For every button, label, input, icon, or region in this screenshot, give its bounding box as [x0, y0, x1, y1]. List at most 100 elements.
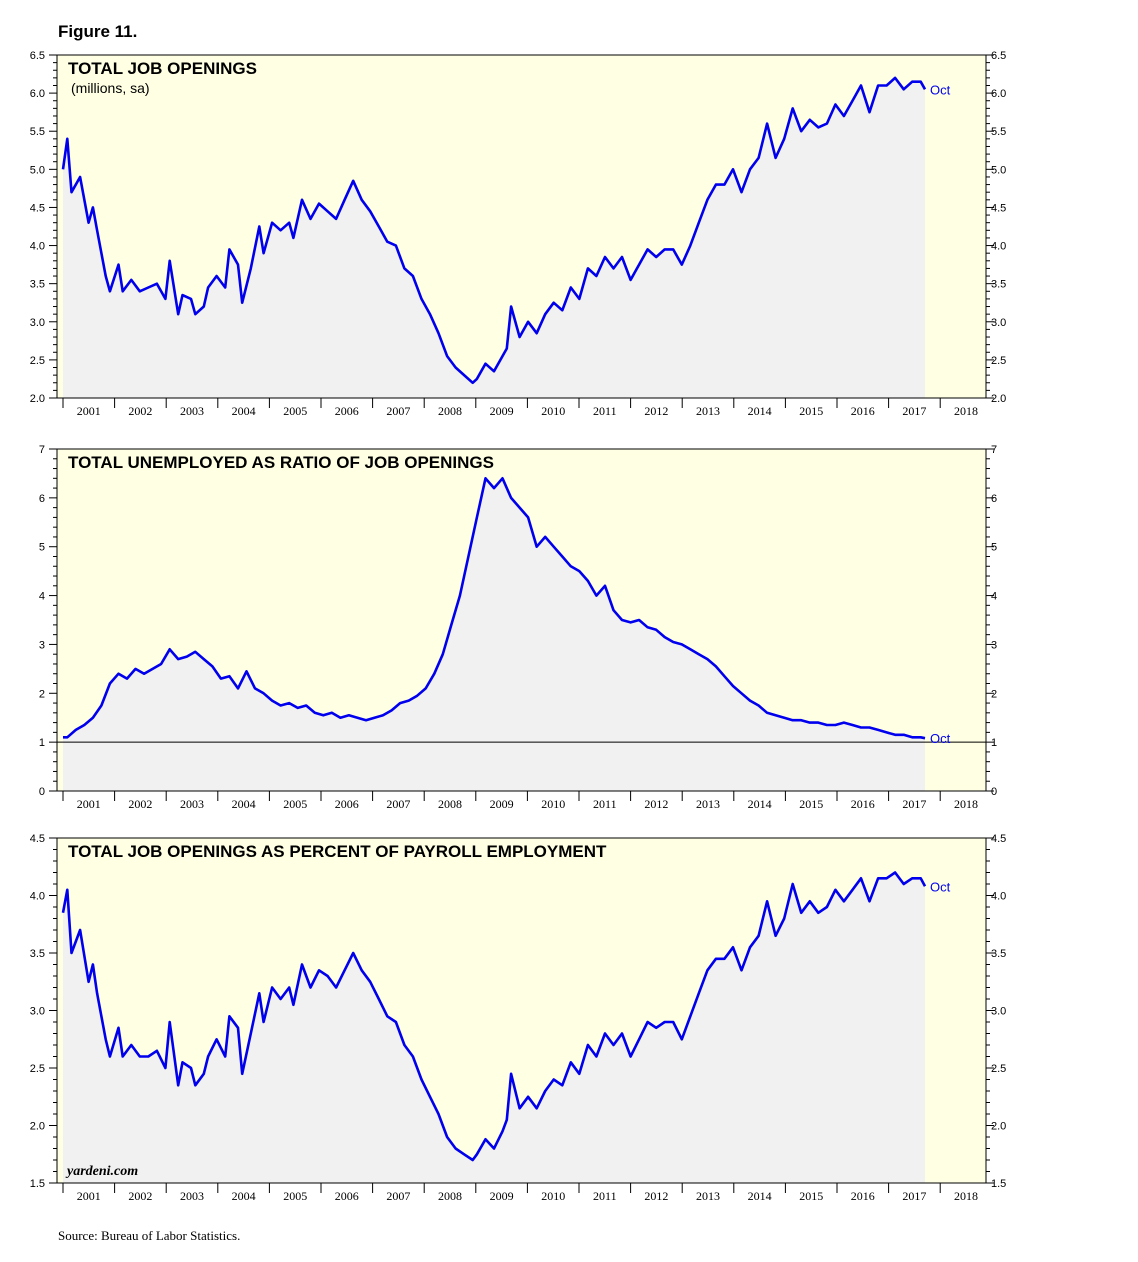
- x-tick-label: 2014: [748, 797, 772, 811]
- y-tick-label-right: 3.0: [991, 317, 1006, 329]
- x-tick-label: 2012: [644, 797, 668, 811]
- y-tick-label-left: 4.0: [30, 891, 45, 903]
- x-tick-label: 2008: [438, 404, 462, 418]
- x-tick-label: 2006: [335, 797, 359, 811]
- y-tick-label-right: 5.5: [991, 126, 1006, 138]
- x-tick-label: 2004: [232, 1189, 256, 1203]
- x-tick-label: 2010: [541, 1189, 565, 1203]
- x-tick-label: 2011: [593, 797, 617, 811]
- y-tick-label-left: 3.5: [30, 279, 45, 291]
- y-tick-label-left: 6: [39, 493, 45, 505]
- x-tick-label: 2017: [902, 404, 926, 418]
- x-tick-label: 2007: [386, 797, 410, 811]
- y-tick-label-left: 4: [39, 591, 45, 603]
- y-tick-label-left: 5.0: [30, 164, 45, 176]
- x-tick-label: 2004: [232, 797, 256, 811]
- x-tick-label: 2017: [902, 797, 926, 811]
- chart-subtitle: (millions, sa): [71, 80, 150, 96]
- y-tick-label-right: 2.5: [991, 1063, 1006, 1075]
- y-tick-label-left: 5: [39, 542, 45, 554]
- x-tick-label: 2010: [541, 797, 565, 811]
- x-tick-label: 2017: [902, 1189, 926, 1203]
- x-tick-label: 2001: [77, 797, 101, 811]
- end-label: Oct: [930, 82, 951, 97]
- x-tick-label: 2001: [77, 1189, 101, 1203]
- y-tick-label-left: 3.0: [30, 317, 45, 329]
- y-tick-label-left: 3.5: [30, 948, 45, 960]
- y-tick-label-right: 4.0: [991, 891, 1006, 903]
- y-tick-label-right: 5.0: [991, 164, 1006, 176]
- y-tick-label-left: 2.0: [30, 1121, 45, 1133]
- x-tick-label: 2005: [283, 1189, 307, 1203]
- chart-panel-2: 0 0 1 1 2 2 3 3 4 4 5 5 6 6 7 7 2001 2002 2003 2004 2005 2006…: [39, 444, 997, 811]
- y-tick-label-right: 4.0: [991, 241, 1006, 253]
- x-tick-label: 2007: [386, 404, 410, 418]
- y-tick-label-left: 2.0: [30, 393, 45, 405]
- y-tick-label-right: 5: [991, 542, 997, 554]
- y-tick-label-right: 4: [991, 591, 997, 603]
- x-tick-label: 2001: [77, 404, 101, 418]
- x-tick-label: 2009: [490, 1189, 514, 1203]
- watermark-text: yardeni.com: [65, 1164, 138, 1179]
- y-tick-label-left: 3.0: [30, 1006, 45, 1018]
- x-tick-label: 2013: [696, 797, 720, 811]
- y-tick-label-right: 3.0: [991, 1006, 1006, 1018]
- x-tick-label: 2018: [954, 404, 978, 418]
- x-tick-label: 2015: [799, 404, 823, 418]
- y-tick-label-right: 3: [991, 639, 997, 651]
- x-tick-label: 2003: [180, 1189, 204, 1203]
- y-tick-label-left: 2.5: [30, 355, 45, 367]
- x-tick-label: 2005: [283, 404, 307, 418]
- series-area: [63, 478, 925, 791]
- y-tick-label-right: 1: [991, 737, 997, 749]
- x-tick-label: 2003: [180, 404, 204, 418]
- y-tick-label-left: 4.5: [30, 202, 45, 214]
- x-tick-label: 2002: [128, 404, 152, 418]
- y-tick-label-left: 4.0: [30, 241, 45, 253]
- y-tick-label-left: 1.5: [30, 1178, 45, 1190]
- y-tick-label-left: 2: [39, 688, 45, 700]
- end-label: Oct: [930, 731, 951, 746]
- x-tick-label: 2015: [799, 1189, 823, 1203]
- y-tick-label-left: 1: [39, 737, 45, 749]
- x-tick-label: 2008: [438, 797, 462, 811]
- source-note: Source: Bureau of Labor Statistics.: [58, 1228, 241, 1243]
- y-tick-label-right: 3.5: [991, 279, 1006, 291]
- plot-frame: [56, 54, 987, 399]
- x-tick-label: 2003: [180, 797, 204, 811]
- chart-title: TOTAL JOB OPENINGS AS PERCENT OF PAYROLL…: [68, 842, 607, 861]
- x-tick-label: 2011: [593, 1189, 617, 1203]
- series-line: [61, 871, 927, 1162]
- figure-title: Figure 11.: [58, 22, 138, 41]
- x-tick-label: 2002: [128, 1189, 152, 1203]
- x-tick-label: 2016: [851, 1189, 875, 1203]
- y-tick-label-left: 7: [39, 444, 45, 456]
- y-tick-label-left: 6.0: [30, 88, 45, 100]
- x-tick-label: 2012: [644, 404, 668, 418]
- x-tick-label: 2014: [748, 1189, 772, 1203]
- chart-title: TOTAL UNEMPLOYED AS RATIO OF JOB OPENING…: [68, 453, 494, 472]
- x-tick-label: 2010: [541, 404, 565, 418]
- x-tick-label: 2015: [799, 797, 823, 811]
- end-label: Oct: [930, 879, 951, 894]
- y-tick-label-right: 2.0: [991, 1121, 1006, 1133]
- x-tick-label: 2006: [335, 1189, 359, 1203]
- y-tick-label-left: 3: [39, 639, 45, 651]
- series-line: [61, 76, 927, 385]
- series-area: [63, 872, 925, 1183]
- y-tick-label-right: 1.5: [991, 1178, 1006, 1190]
- x-tick-label: 2009: [490, 797, 514, 811]
- x-tick-label: 2006: [335, 404, 359, 418]
- series-line: [63, 477, 926, 740]
- x-tick-label: 2014: [748, 404, 772, 418]
- x-tick-label: 2016: [851, 797, 875, 811]
- plot-frame: [56, 448, 987, 792]
- y-tick-label-right: 6.0: [991, 88, 1006, 100]
- y-tick-label-right: 0: [991, 786, 997, 798]
- x-tick-label: 2008: [438, 1189, 462, 1203]
- x-tick-label: 2007: [386, 1189, 410, 1203]
- y-tick-label-right: 2.0: [991, 393, 1006, 405]
- y-tick-label-left: 4.5: [30, 833, 45, 845]
- y-tick-label-left: 6.5: [30, 50, 45, 62]
